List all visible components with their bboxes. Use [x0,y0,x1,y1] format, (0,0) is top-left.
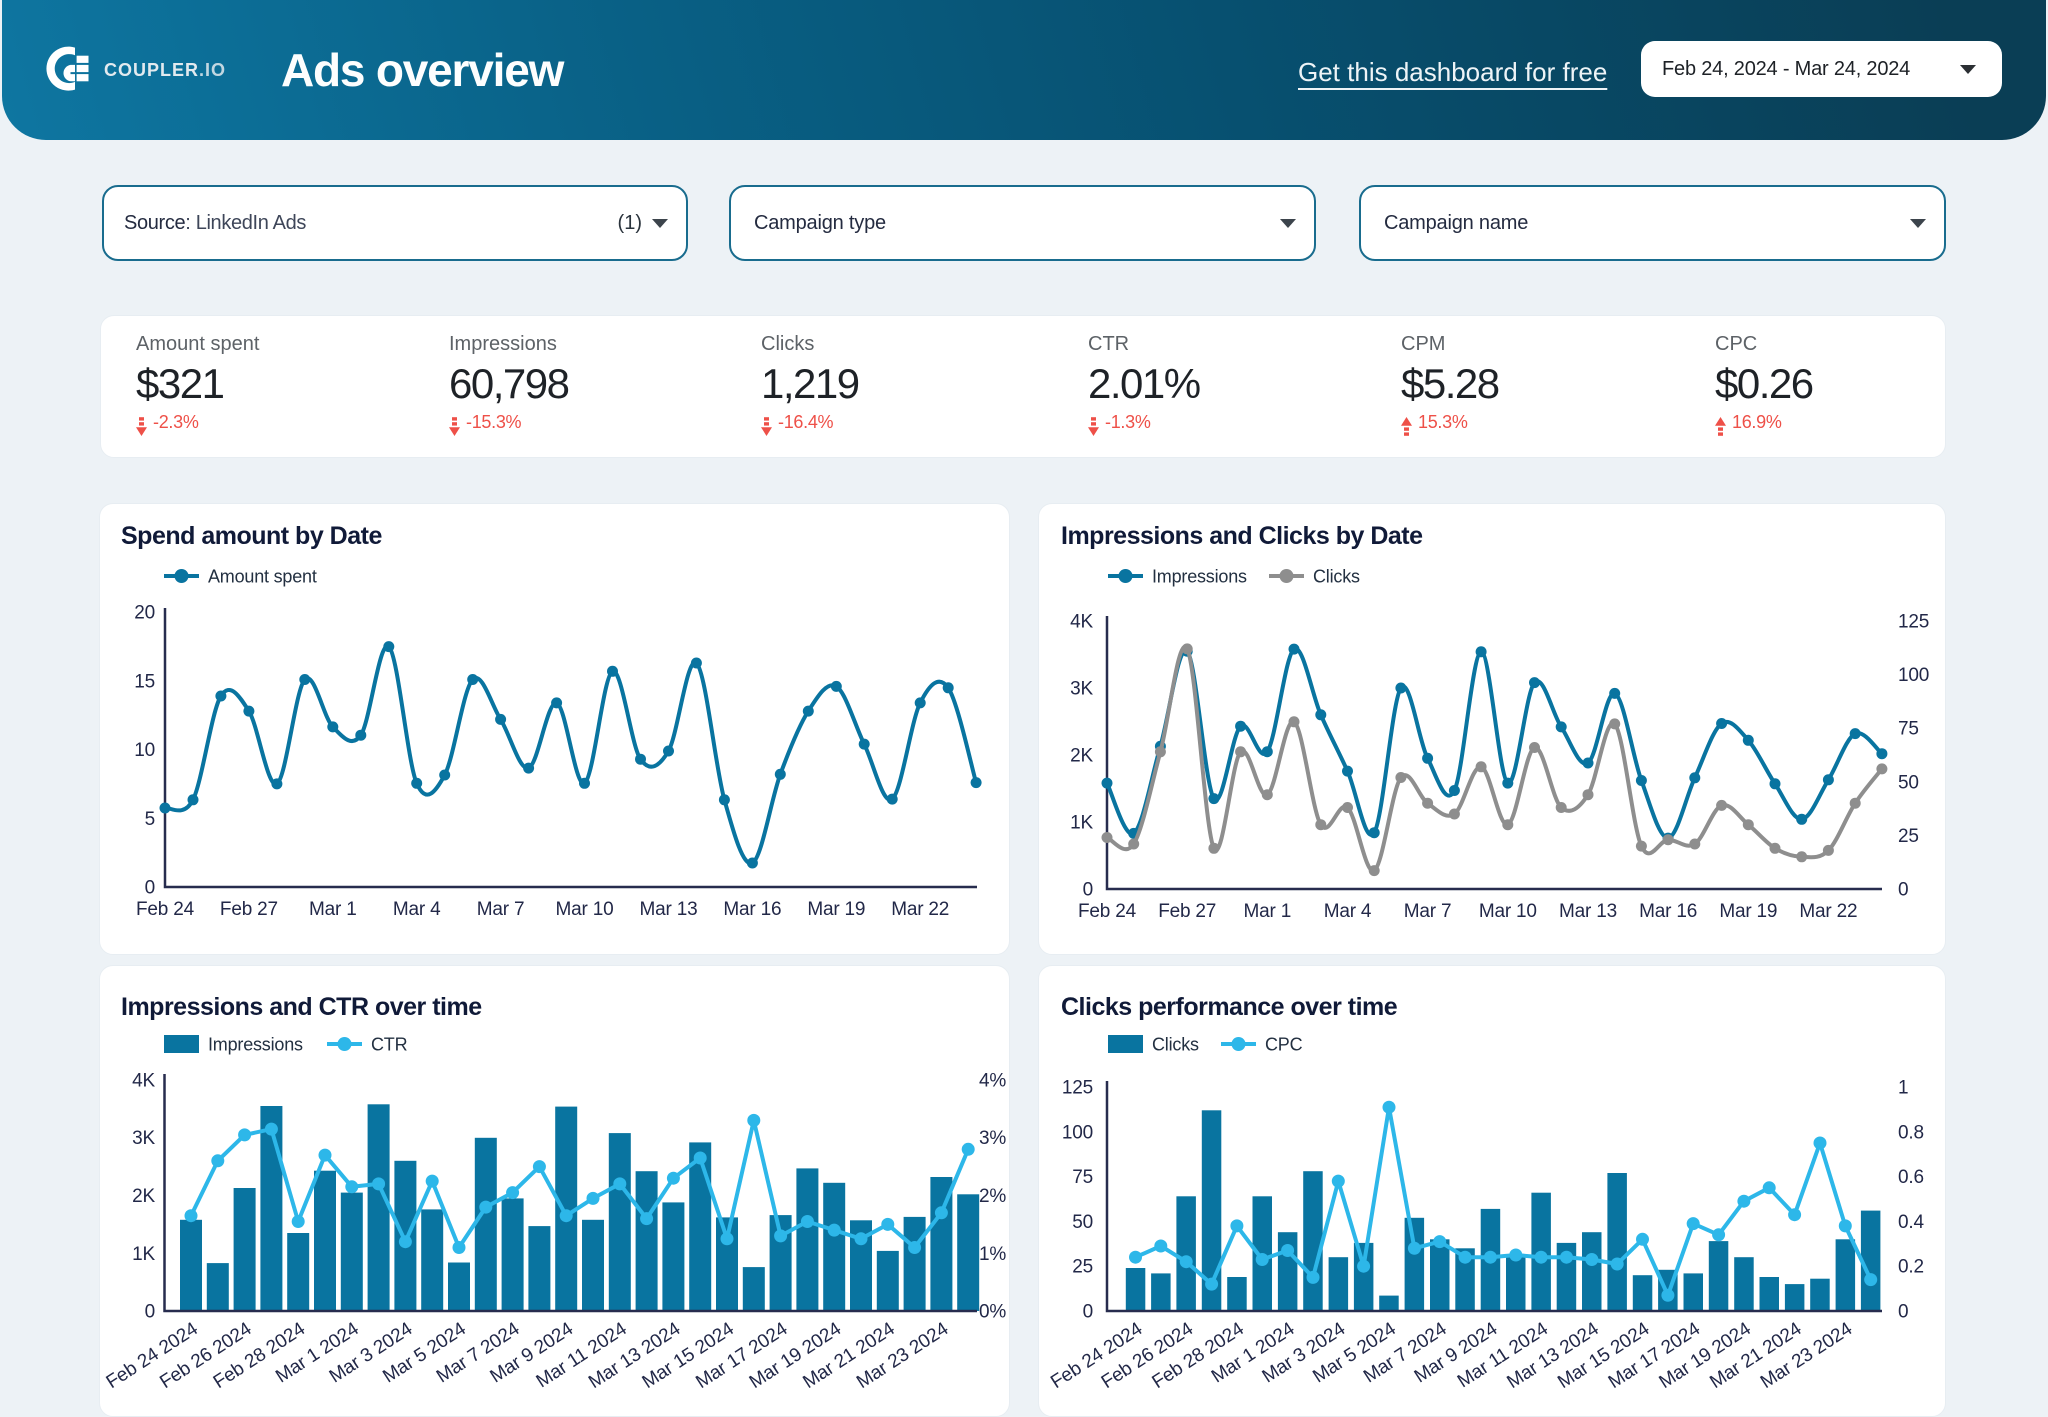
svg-text:0.2: 0.2 [1898,1257,1924,1278]
svg-text:CTR: CTR [371,1035,408,1055]
svg-text:Mar 10: Mar 10 [556,899,614,920]
svg-text:2%: 2% [979,1186,1006,1207]
svg-text:125: 125 [1062,1078,1093,1099]
svg-text:3%: 3% [979,1128,1006,1149]
svg-text:Mar 10: Mar 10 [1479,901,1537,922]
svg-text:0.8: 0.8 [1898,1122,1924,1143]
svg-text:2K: 2K [132,1186,155,1207]
svg-text:Feb 27: Feb 27 [220,899,278,920]
svg-text:Mar 16: Mar 16 [1639,901,1697,922]
svg-text:Mar 19: Mar 19 [1719,901,1777,922]
svg-text:10: 10 [134,740,155,761]
svg-text:3K: 3K [1070,679,1093,700]
svg-text:Feb 27: Feb 27 [1158,901,1216,922]
svg-text:25: 25 [1898,826,1919,847]
svg-text:Feb 24: Feb 24 [1078,901,1137,922]
svg-text:Amount spent: Amount spent [208,567,317,587]
svg-text:0: 0 [1083,1302,1093,1323]
svg-text:15: 15 [134,671,155,692]
svg-text:Mar 7: Mar 7 [477,899,525,920]
svg-text:Feb 24: Feb 24 [136,899,195,920]
svg-text:Mar 1: Mar 1 [309,899,357,920]
svg-text:0.6: 0.6 [1898,1167,1924,1188]
svg-text:25: 25 [1072,1257,1093,1278]
svg-text:Impressions: Impressions [208,1035,303,1055]
svg-text:CPC: CPC [1265,1035,1303,1055]
svg-text:Mar 13: Mar 13 [640,899,698,920]
svg-text:2K: 2K [1070,746,1093,767]
svg-text:5: 5 [145,809,155,830]
svg-text:4K: 4K [132,1071,155,1092]
svg-text:0: 0 [1898,1302,1908,1323]
svg-text:Mar 16: Mar 16 [723,899,781,920]
svg-text:0%: 0% [979,1302,1006,1323]
svg-text:75: 75 [1898,719,1919,740]
svg-text:50: 50 [1898,772,1919,793]
svg-text:Impressions: Impressions [1152,567,1247,587]
svg-text:Mar 22: Mar 22 [1799,901,1857,922]
svg-text:Mar 4: Mar 4 [1324,901,1372,922]
svg-text:Clicks: Clicks [1313,567,1360,587]
svg-text:3K: 3K [132,1128,155,1149]
svg-text:Impressions and CTR over time: Impressions and CTR over time [121,993,482,1021]
svg-text:Impressions and Clicks by Date: Impressions and Clicks by Date [1061,522,1423,550]
svg-text:0: 0 [1083,880,1093,901]
svg-text:Spend amount by Date: Spend amount by Date [121,522,382,550]
svg-text:75: 75 [1072,1167,1093,1188]
svg-text:125: 125 [1898,612,1929,633]
svg-text:1%: 1% [979,1244,1006,1265]
svg-text:4%: 4% [979,1071,1006,1092]
svg-text:Mar 13: Mar 13 [1559,901,1617,922]
svg-text:0: 0 [145,1302,155,1323]
svg-text:0.4: 0.4 [1898,1212,1924,1233]
svg-text:1K: 1K [1070,813,1093,834]
svg-text:1K: 1K [132,1244,155,1265]
svg-text:1: 1 [1898,1078,1908,1099]
svg-text:20: 20 [134,603,155,624]
svg-text:0: 0 [145,878,155,899]
svg-text:0: 0 [1898,880,1908,901]
svg-text:Mar 22: Mar 22 [891,899,949,920]
svg-text:Mar 19: Mar 19 [807,899,865,920]
svg-text:Clicks performance over time: Clicks performance over time [1061,993,1398,1021]
svg-text:100: 100 [1062,1122,1093,1143]
svg-text:100: 100 [1898,665,1929,686]
svg-text:50: 50 [1072,1212,1093,1233]
svg-text:4K: 4K [1070,612,1093,633]
svg-text:Mar 4: Mar 4 [393,899,441,920]
svg-text:Mar 1: Mar 1 [1244,901,1292,922]
svg-text:Mar 7: Mar 7 [1404,901,1452,922]
svg-text:Clicks: Clicks [1152,1035,1199,1055]
